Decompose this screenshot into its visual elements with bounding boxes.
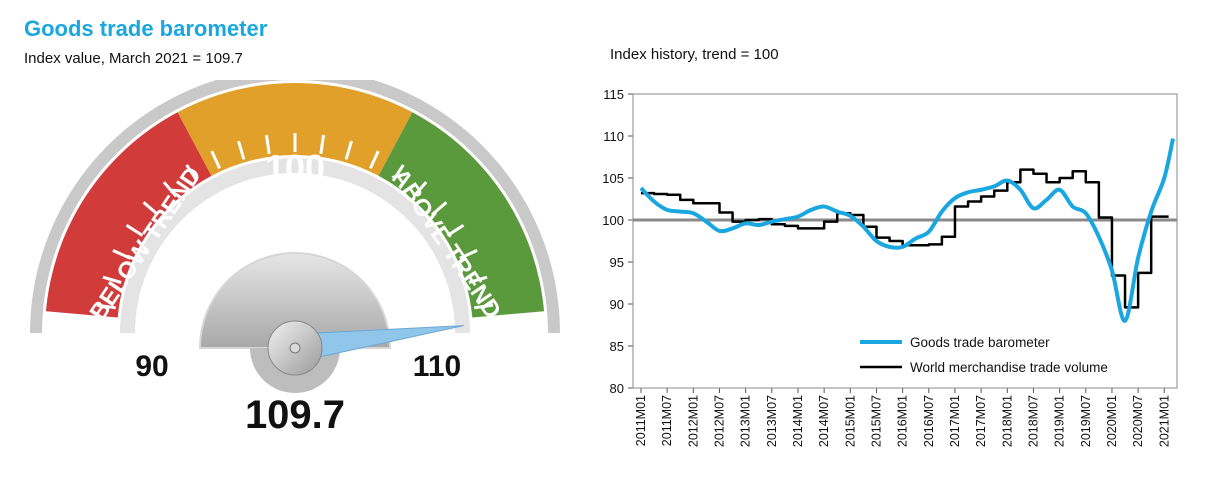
- x-tick-label: 2018M07: [1026, 395, 1040, 447]
- gauge-tick: [162, 181, 178, 198]
- x-tick-label: 2014M07: [817, 395, 831, 447]
- x-tick-label: 2011M01: [634, 395, 648, 446]
- x-tick-label: 2014M01: [791, 395, 805, 447]
- gauge-band-below-trend: [45, 112, 212, 318]
- barometer-gauge: 100 BELOW TREND ABOVE TREND 90 110 109.7: [30, 80, 560, 437]
- gauge-tick: [344, 140, 353, 160]
- y-tick-label: 85: [610, 339, 624, 354]
- gauge-tick: [368, 150, 380, 170]
- chart-series: [639, 138, 1175, 323]
- gauge-center-label: 100: [265, 147, 325, 188]
- y-tick-label: 100: [602, 213, 624, 228]
- x-tick-label: 2016M01: [896, 395, 910, 447]
- gauge-tick: [431, 201, 448, 216]
- gauge-subtitle: Index value, March 2021 = 109.7: [24, 50, 243, 67]
- gauge-tick: [468, 275, 488, 284]
- plot-frame: [632, 93, 1178, 389]
- gauge-tick: [210, 150, 222, 170]
- gauge-tick: [319, 134, 326, 155]
- x-tick-label: 2020M07: [1131, 395, 1145, 447]
- x-tick-label: 2019M07: [1079, 395, 1093, 447]
- gauge-tick: [446, 223, 465, 237]
- gauge-tick: [459, 249, 478, 260]
- x-tick-label: 2015M01: [843, 395, 857, 447]
- y-tick-label: 80: [610, 381, 624, 396]
- gauge-tick: [185, 164, 199, 182]
- gauge-tick: [102, 275, 122, 284]
- chart-legend: Goods trade barometer World merchandise t…: [860, 335, 1108, 375]
- x-tick-label: 2011M07: [660, 395, 674, 446]
- gauge-tick: [412, 181, 428, 198]
- x-tick-label: 2015M07: [869, 395, 883, 447]
- gauge-value-label: 109.7: [245, 393, 345, 437]
- gauge-band-trend: [177, 83, 413, 176]
- x-tick-label: 2012M07: [712, 395, 726, 447]
- gauge-min-label: 90: [135, 350, 168, 383]
- history-chart-title: Index history, trend = 100: [610, 46, 779, 63]
- gauge-hub: [198, 252, 392, 349]
- gauge-tick: [264, 134, 271, 155]
- gauge-tick: [125, 223, 144, 237]
- x-tick-label: 2021M01: [1157, 395, 1171, 447]
- gauge-tick: [142, 201, 159, 216]
- y-tick-label: 105: [602, 171, 624, 186]
- y-tick-label: 110: [603, 129, 624, 144]
- gauge-tick: [112, 249, 131, 260]
- x-tick-label: 2017M01: [948, 395, 962, 447]
- y-tick-label: 90: [610, 297, 624, 312]
- x-tick-label: 2018M01: [1000, 395, 1014, 447]
- history-chart: 80 85 90 95 100 105 110 115 2011M01 2011M07 2012M…: [602, 87, 1178, 447]
- gauge-band-above-trend: [378, 112, 545, 318]
- x-tick-label: 2017M07: [974, 395, 988, 447]
- y-tick-label: 95: [610, 255, 624, 270]
- gauge-needle-pin: [289, 342, 301, 354]
- legend-label: Goods trade barometer: [910, 335, 1050, 350]
- series-line-trade-volume: [641, 168, 1169, 309]
- x-tick-label: 2016M07: [922, 395, 936, 447]
- x-axis: 2011M01 2011M07 2012M01 2012M07 2013M01 2013M…: [634, 388, 1171, 447]
- gauge-tick: [96, 303, 116, 310]
- series-line-barometer: [639, 138, 1175, 323]
- y-axis: 80 85 90 95 100 105 110 115: [602, 87, 633, 396]
- x-tick-label: 2013M01: [739, 395, 753, 447]
- page-title: Goods trade barometer: [24, 16, 268, 41]
- y-tick-label: 115: [603, 87, 624, 102]
- x-tick-label: 2012M01: [686, 395, 700, 447]
- x-tick-label: 2020M01: [1105, 395, 1119, 447]
- gauge-tick: [237, 140, 246, 160]
- gauge-tick: [474, 303, 494, 310]
- gauge-tick: [391, 164, 405, 182]
- gauge-ticks: [96, 133, 494, 310]
- gauge-max-label: 110: [413, 350, 461, 383]
- x-tick-label: 2013M07: [765, 395, 779, 447]
- legend-label: World merchandise trade volume: [910, 360, 1108, 375]
- x-tick-label: 2019M01: [1053, 395, 1067, 447]
